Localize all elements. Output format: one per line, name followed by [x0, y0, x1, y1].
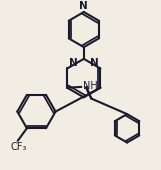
Text: N: N — [79, 1, 88, 11]
Text: N: N — [90, 58, 99, 68]
Text: CF₃: CF₃ — [10, 142, 27, 152]
Text: N: N — [69, 58, 78, 68]
Text: NH: NH — [83, 81, 97, 91]
